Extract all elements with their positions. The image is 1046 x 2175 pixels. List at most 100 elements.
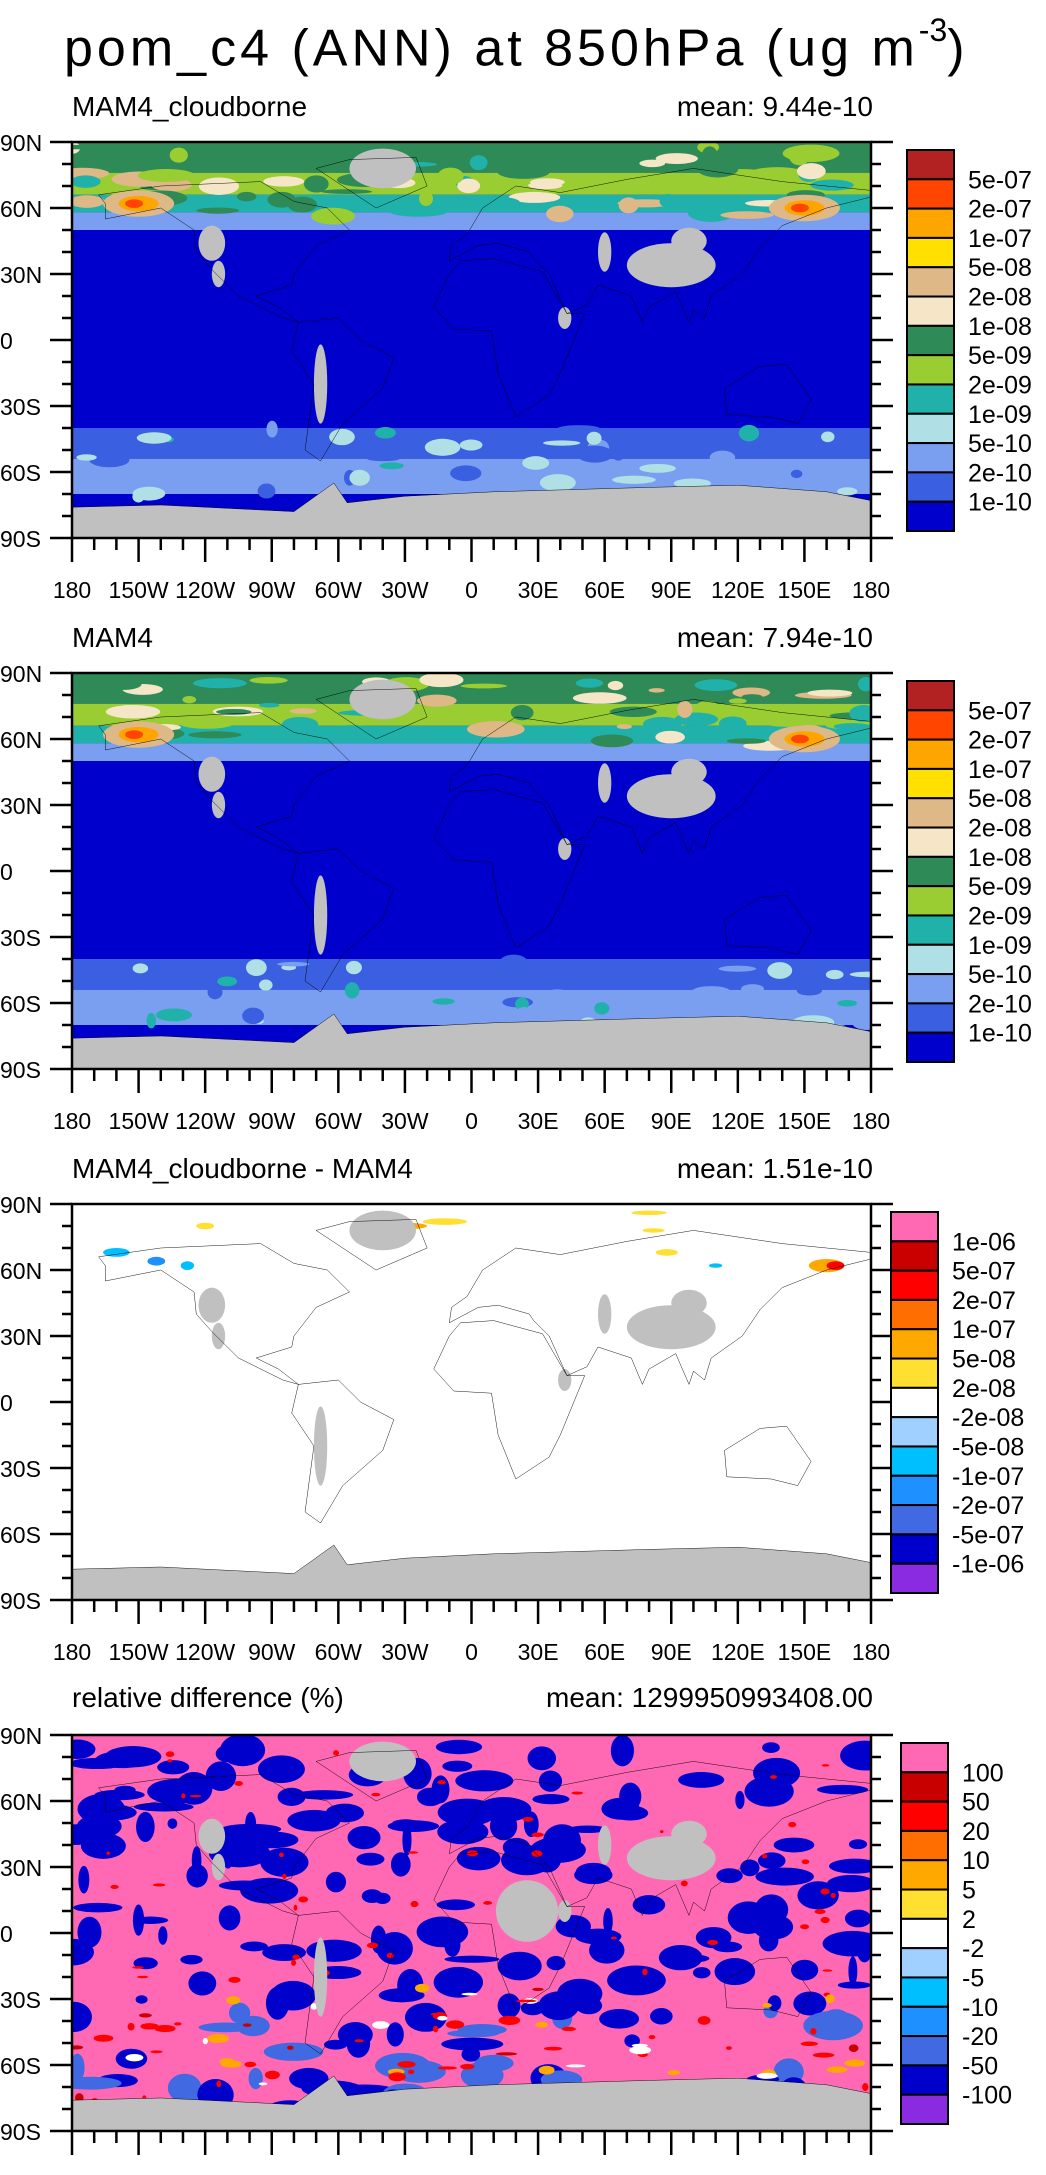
data-patch [655,1249,678,1256]
data-patch [249,677,288,684]
data-patch [833,723,871,730]
missing-area [313,1937,328,2017]
hotspot [791,203,809,213]
data-patch [326,725,376,735]
data-patch [632,1895,666,1915]
data-patch [265,1986,290,2020]
data-patch [680,1880,688,1887]
data-patch [515,1999,537,2003]
y-tick-label: 60N [0,727,42,753]
data-patch [182,695,197,704]
panel-difference: MAM4_cloudborne - MAM4 mean: 1.51e-10 [0,0,1046,1184]
colorbar-box [906,500,955,533]
x-tick-label: 90W [248,577,296,603]
x-tick-label: 180 [852,2170,890,2175]
data-patch [837,999,858,1007]
data-patch [532,1794,570,1805]
data-patch [258,2082,268,2086]
data-patch [263,176,305,187]
x-tick-label: 60W [315,1639,363,1665]
data-patch [104,1746,162,1768]
colorbar-box [890,1562,939,1594]
data-patch [720,211,774,219]
data-patch [529,178,565,187]
colorbar-label: 2e-07 [968,196,1032,224]
data-patch [397,2061,416,2068]
data-patch [132,963,149,974]
data-patch [127,2022,135,2031]
colorbar-box [900,1976,949,2008]
data-patch [460,683,507,689]
data-patch [844,2059,866,2067]
colorbar-box [890,1416,939,1448]
y-tick-label: 90N [0,661,42,687]
coastline-antarctica [72,2076,871,2105]
data-patch [639,159,666,168]
data-patch [76,454,97,461]
data-patch [321,189,373,194]
y-tick-label: 60S [0,991,41,1017]
data-patch [603,1908,613,1935]
x-tick-label: 90E [651,2170,692,2175]
data-patch [180,1261,195,1270]
colorbar-box [906,1031,955,1063]
colorbar-label: 1e-07 [952,1316,1016,1344]
data-patch [147,1778,204,1805]
colorbar-box [906,266,955,298]
data-patch [417,694,457,707]
data-patch [738,424,760,442]
colorbar-box [900,1771,949,1803]
data-patch [379,462,404,470]
data-patch [72,1938,94,1966]
colorbar-label: 2e-10 [968,990,1032,1018]
data-patch [826,1261,845,1270]
data-patch [217,976,238,987]
data-patch [803,2010,863,2041]
x-tick-label: 60E [584,1108,625,1134]
data-patch [132,1904,145,1936]
data-patch [72,2001,92,2033]
colorbar-box [906,709,955,741]
colorbar-box [900,2035,949,2067]
data-patch [188,1971,217,1996]
colorbar-box [900,1917,949,1950]
data-patch [303,175,329,193]
data-patch [198,177,239,195]
data-patch [610,1735,635,1767]
missing-area [349,679,417,720]
missing-area [626,243,716,288]
data-patch [545,989,570,1002]
x-tick-label: 120E [711,1639,765,1665]
missing-area [349,148,417,189]
data-patch [767,962,793,979]
y-tick-label: 60N [0,1258,42,1284]
data-patch [263,2042,324,2061]
data-patch [242,2023,252,2027]
data-patch [762,1854,768,1859]
colorbar-box [906,295,955,327]
data-patch [611,475,656,484]
y-tick-label: 30S [0,1456,41,1482]
data-patch [697,2016,711,2025]
data-patch [103,1248,130,1257]
data-patch [389,206,448,217]
data-patch [648,688,665,693]
data-patch [810,2027,817,2035]
colorbar-box [890,1269,939,1301]
data-patch [106,1851,111,1855]
data-patch [402,1823,412,1856]
colorbar-box [900,2005,949,2038]
map-panel-3: 90N 60N 30N 0 30S 60S 90S 180 150W 120W 90W 60W 30W 0… [0,1723,1012,2175]
data-patch [655,730,685,744]
x-tick-label: 60W [315,2170,363,2175]
data-patch [374,1892,391,1905]
data-patch [344,982,360,999]
coastline-australia [725,1957,812,2016]
data-patch [740,984,765,994]
x-tick-label: 180 [852,577,890,603]
colorbar-label: 5e-09 [968,873,1032,901]
data-patch [306,1939,362,1962]
colorbar-box [900,2093,949,2126]
coastline-antarctica [72,1014,871,1043]
data-patch [165,1751,175,1758]
